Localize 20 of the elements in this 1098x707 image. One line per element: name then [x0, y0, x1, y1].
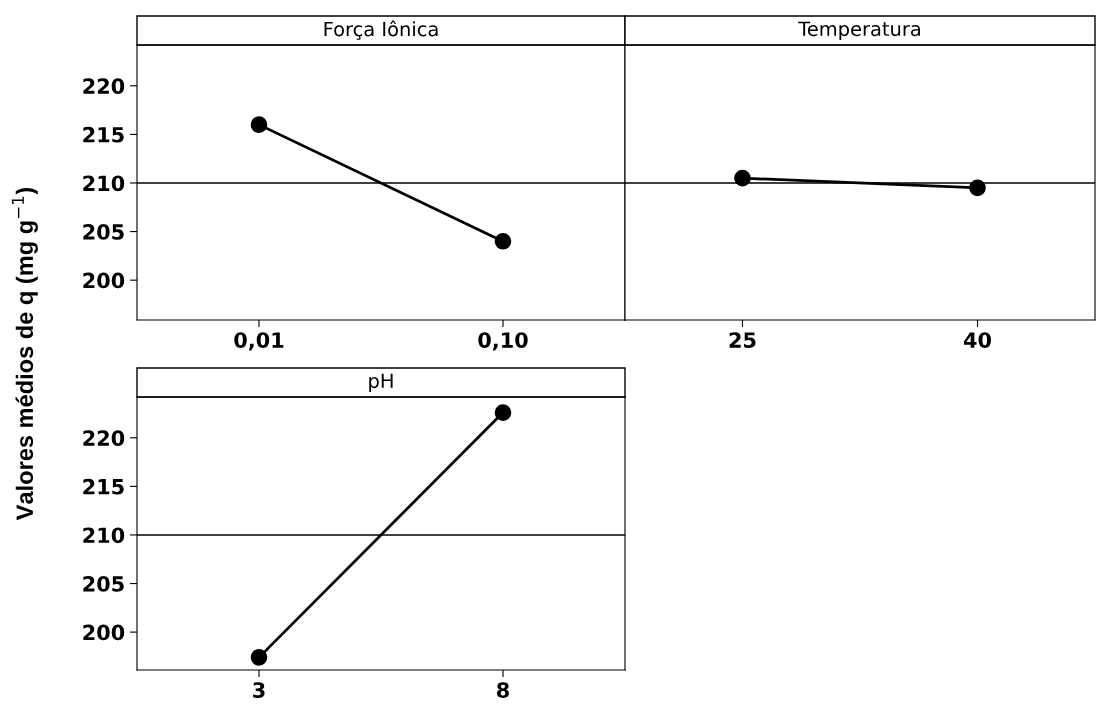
y-tick-label: 220 — [83, 430, 125, 447]
x-tick-label: 40 — [963, 332, 991, 348]
y-tick-label: 215 — [83, 126, 124, 143]
x-tick-label: 0,01 — [234, 332, 284, 351]
x-tick-label: 25 — [729, 332, 756, 348]
y-axis-title: Valores médios de q (mg g$^{−1}$) — [11, 187, 38, 521]
y-tick-label: 220 — [83, 78, 125, 95]
y-tick-label: 200 — [83, 624, 125, 641]
x-tick-label: 0,10 — [478, 332, 528, 351]
x-tick-label: 3 — [253, 682, 265, 698]
chart-title: Força Iônica — [324, 20, 438, 40]
y-tick-label: 215 — [83, 478, 124, 495]
y-tick-label: 210 — [83, 175, 125, 192]
y-tick-label: 200 — [83, 272, 125, 289]
y-tick-label: 205 — [83, 575, 124, 592]
y-tick-label: 210 — [83, 527, 125, 544]
chart-title: Temperatura — [798, 21, 921, 40]
x-tick-label: 8 — [497, 682, 509, 698]
y-tick-label: 205 — [83, 224, 124, 240]
chart-title: pH — [369, 373, 393, 392]
